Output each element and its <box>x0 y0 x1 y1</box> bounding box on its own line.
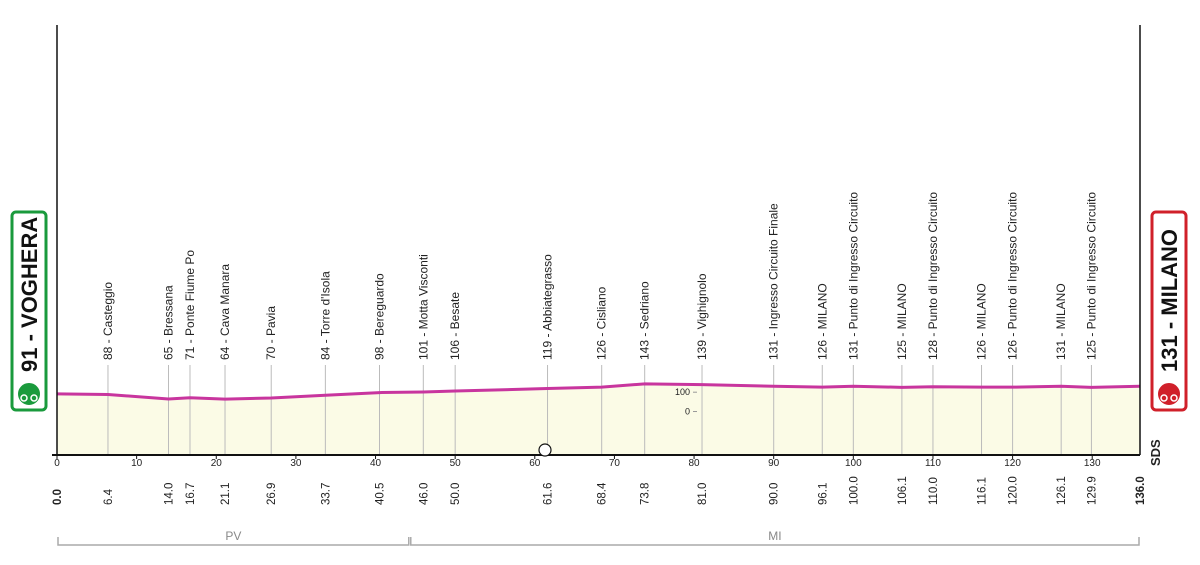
waypoint-name: 143 - Sedriano <box>638 281 652 360</box>
x-tick-label: 40 <box>370 458 382 469</box>
waypoint-name: 101 - Motta Visconti <box>416 254 430 360</box>
start-icon <box>16 381 42 407</box>
waypoint-km: 50.0 <box>450 483 462 505</box>
x-tick-label: 60 <box>529 458 541 469</box>
waypoint-km: 129.9 <box>1086 476 1098 505</box>
waypoint-name: 71 - Ponte Fiume Po <box>183 250 197 360</box>
x-tick-label: 120 <box>1004 458 1021 469</box>
waypoint-km: 61.6 <box>543 483 555 505</box>
waypoint-km: 40.5 <box>375 483 387 505</box>
waypoint-km: 26.9 <box>266 483 278 505</box>
waypoint-name: 70 - Pavia <box>264 306 278 360</box>
y-tick-label: 100 <box>675 387 690 397</box>
finish-icon-wheel <box>1160 394 1168 402</box>
finish-icon <box>1156 381 1182 407</box>
waypoint-name: 139 - Vighignolo <box>695 273 709 360</box>
waypoint-name: 125 - Punto di Ingresso Circuito <box>1084 192 1098 360</box>
x-tick-label: 50 <box>450 458 462 469</box>
region-bracket <box>410 537 1140 546</box>
waypoint-name: 125 - MILANO <box>895 283 909 360</box>
waypoint-name: 106 - Besate <box>448 292 462 360</box>
x-tick-label: 20 <box>211 458 223 469</box>
start-km: 0.0 <box>52 489 64 505</box>
region-label: PV <box>225 529 241 543</box>
waypoint-name: 128 - Punto di Ingresso Circuito <box>926 192 940 360</box>
feed-icon <box>538 443 552 457</box>
x-tick-label: 90 <box>768 458 780 469</box>
x-tick-label: 70 <box>609 458 621 469</box>
waypoint-km: 126.1 <box>1056 476 1068 505</box>
x-tick-label: 100 <box>845 458 862 469</box>
waypoint-name: 88 - Casteggio <box>101 282 115 360</box>
waypoint-km: 90.0 <box>769 483 781 505</box>
x-tick-label: 110 <box>925 458 941 469</box>
waypoint-km: 81.0 <box>697 483 709 505</box>
profile-line <box>56 382 1141 401</box>
waypoint-name: 119 - Abbiategrasso <box>541 254 555 360</box>
start-icon-wheel <box>30 394 38 402</box>
finish-name: 131 - MILANO <box>1157 229 1182 372</box>
waypoint-name: 131 - MILANO <box>1054 283 1068 360</box>
finish-km: 136.0 <box>1135 476 1147 505</box>
x-tick-label: 80 <box>688 458 700 469</box>
waypoint-name: 126 - Cisliano <box>595 286 609 360</box>
waypoint-name: 126 - Punto di Ingresso Circuito <box>1006 192 1020 360</box>
waypoint-name: 126 - MILANO <box>815 283 829 360</box>
waypoint-km: 21.1 <box>220 483 232 505</box>
region-label: MI <box>768 529 781 543</box>
y-tick-label: 0 <box>685 407 690 417</box>
start-icon-wheel <box>20 394 28 402</box>
waypoint-km: 96.1 <box>817 483 829 505</box>
region-bracket <box>57 537 410 546</box>
start-sign <box>10 210 48 412</box>
logo: SDS <box>1148 439 1163 466</box>
finish-sign <box>1150 210 1188 412</box>
finish-icon-wheel <box>1170 394 1178 402</box>
waypoint-name: 131 - Ingresso Circuito Finale <box>767 203 781 360</box>
x-tick-label: 10 <box>131 458 143 469</box>
x-tick-label: 130 <box>1084 458 1101 469</box>
waypoint-km: 14.0 <box>163 483 175 505</box>
waypoint-km: 116.1 <box>977 477 989 505</box>
waypoint-name: 65 - Bressana <box>161 285 175 360</box>
start-name: 91 - VOGHERA <box>17 217 42 372</box>
waypoint-name: 64 - Cava Manara <box>218 264 232 360</box>
profile-area <box>57 383 1140 455</box>
waypoint-km: 6.4 <box>103 488 115 505</box>
waypoint-km: 73.8 <box>640 483 652 505</box>
waypoint-name: 98 - Bereguardo <box>373 273 387 360</box>
waypoint-km: 33.7 <box>320 483 332 505</box>
x-tick-label: 30 <box>290 458 302 469</box>
waypoint-name: 131 - Punto di Ingresso Circuito <box>846 192 860 360</box>
x-tick-label: 0 <box>54 458 60 469</box>
waypoint-km: 16.7 <box>185 483 197 505</box>
waypoint-km: 68.4 <box>597 482 609 505</box>
waypoint-km: 106.1 <box>897 476 909 505</box>
waypoint-km: 46.0 <box>418 483 430 505</box>
waypoint-km: 120.0 <box>1008 476 1020 505</box>
waypoint-name: 126 - MILANO <box>975 283 989 360</box>
waypoint-name: 84 - Torre d'Isola <box>318 271 332 360</box>
waypoint-km: 100.0 <box>848 476 860 505</box>
waypoint-km: 110.0 <box>928 477 940 505</box>
